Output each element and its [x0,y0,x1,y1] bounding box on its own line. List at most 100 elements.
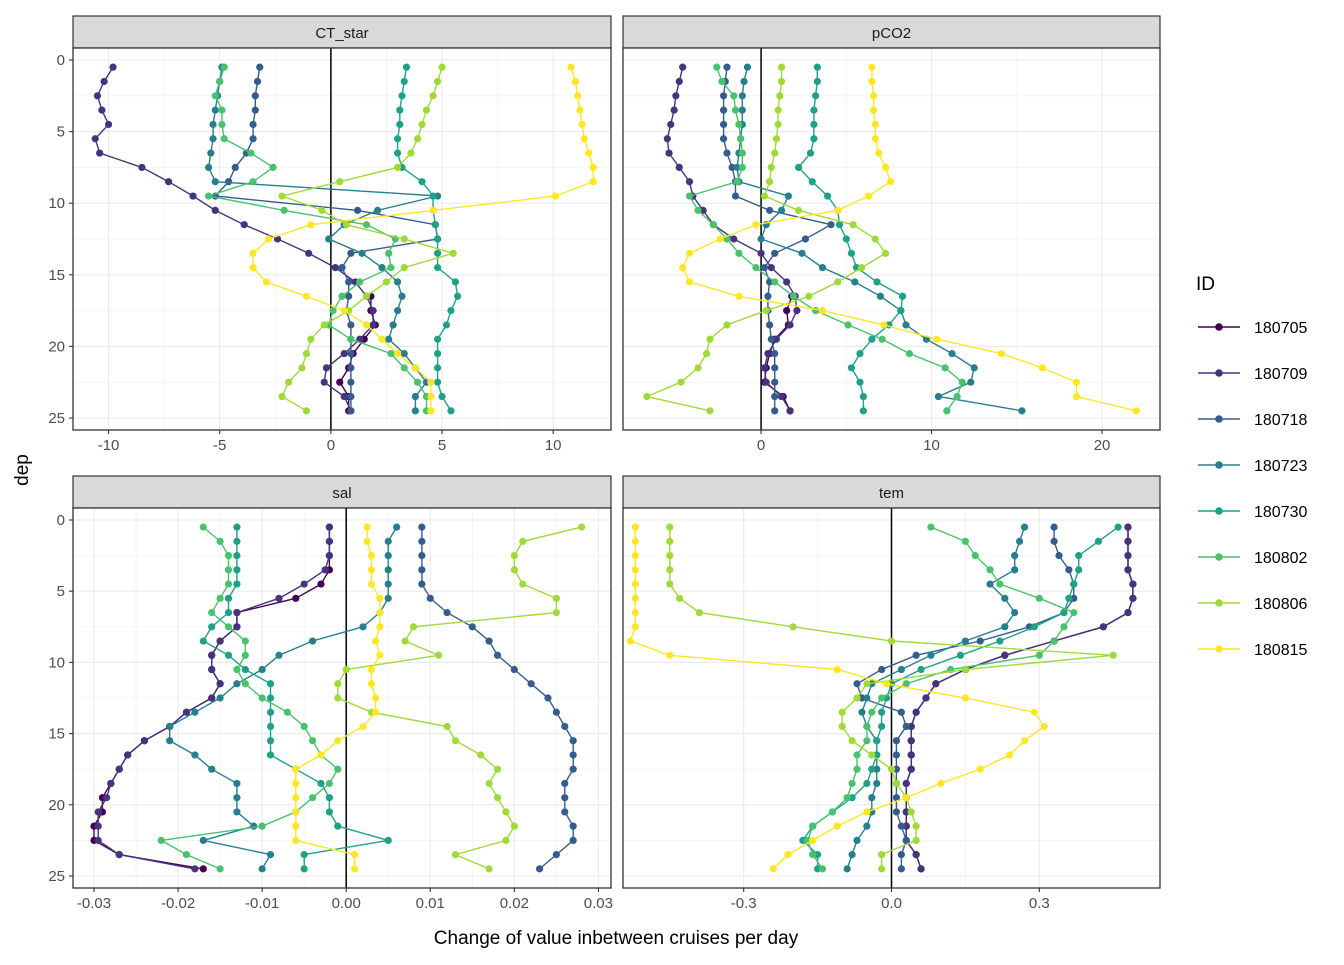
data-point [292,794,300,802]
data-point [814,851,822,859]
x-tick-label: 20 [1094,437,1111,454]
data-point [738,163,746,171]
data-point [218,120,226,129]
legend-title: ID [1196,274,1215,295]
data-point [719,92,728,100]
data-point [329,307,337,315]
data-point [818,307,827,315]
data-point [205,192,213,200]
data-point [967,378,975,386]
data-point [351,851,359,859]
data-point [300,722,308,731]
x-axis-ticks: -10 -5 0 5 10 [98,430,562,454]
data-point [429,206,437,214]
data-point [706,335,714,343]
data-point [191,865,199,873]
data-point [1124,537,1132,545]
data-point [843,865,851,873]
data-point [211,206,219,214]
data-point [347,392,355,401]
data-point [447,407,455,415]
x-tick-label: 0 [757,437,765,454]
x-tick-label: 10 [923,437,940,454]
data-point [510,665,518,674]
facet-strip [72,15,612,49]
data-point [1050,537,1058,545]
data-point [970,364,978,372]
y-tick-label: 0 [57,512,65,529]
panel-border [622,47,1161,431]
data-point [932,680,940,688]
data-point [369,307,377,315]
data-point [996,637,1004,645]
data-point [784,851,792,859]
data-point [902,836,910,845]
data-point [266,680,275,688]
data-point [902,794,910,802]
data-point [695,608,703,617]
data-point [762,307,770,315]
data-point [510,566,518,574]
data-point [731,106,740,114]
data-point [666,552,674,560]
data-point [449,249,457,257]
data-point [752,221,760,229]
data-point [191,708,199,716]
data-point [454,292,462,300]
data-point [809,836,817,845]
data-point [863,737,871,745]
data-point [1114,523,1122,531]
data-point [1060,608,1068,617]
data-point [771,278,779,286]
data-point [1070,580,1078,588]
data-point [438,63,446,71]
data-point [912,708,920,716]
data-point [292,594,300,602]
data-point [863,779,871,788]
data-point [847,364,856,372]
data-point [902,779,910,788]
data-point [574,92,582,100]
data-point [856,349,864,358]
series-layer [90,523,586,873]
data-point [307,335,315,343]
data-point [278,392,286,401]
data-point [897,865,905,873]
data-point [278,192,286,200]
data-point [451,851,460,859]
x-tick-label: -10 [98,437,120,454]
data-point [897,851,905,859]
data-point [285,378,293,386]
data-point [706,407,714,415]
data-point [387,264,395,272]
data-point [1124,523,1132,531]
data-point [429,192,437,200]
data-point [298,364,306,372]
data-point [892,779,901,788]
data-point [719,106,728,114]
data-point [224,651,233,659]
legend-item-180705: 180705 [1198,320,1307,337]
data-point [873,278,881,286]
data-point [205,163,213,171]
data-point [262,278,271,286]
data-point [258,694,266,702]
data-point [789,623,797,631]
data-point [336,178,344,186]
data-point [367,665,376,674]
data-point [552,851,560,859]
data-point [762,378,770,386]
legend-key-point [1215,553,1223,561]
data-point [401,637,409,645]
data-point [347,349,355,358]
data-point [510,822,518,830]
data-point [369,321,377,329]
series-180815 [679,63,1140,415]
data-point [266,722,275,731]
panel-border [72,507,612,889]
data-point [411,392,419,401]
data-point [216,77,224,86]
data-point [385,335,393,343]
data-point [723,63,731,71]
data-point [393,163,402,171]
